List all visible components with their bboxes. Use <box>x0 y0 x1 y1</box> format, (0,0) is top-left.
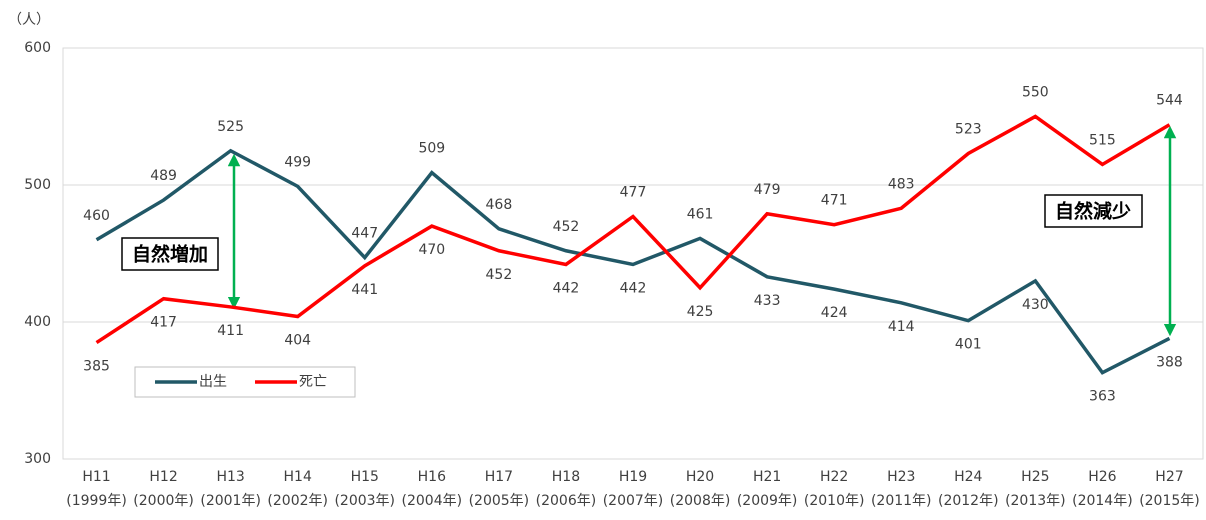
data-label: 430 <box>1022 297 1049 313</box>
data-label: 441 <box>351 282 378 298</box>
data-label: 550 <box>1022 85 1049 101</box>
y-tick-label: 300 <box>24 451 51 467</box>
x-tick-label: (2001年) <box>200 493 261 509</box>
x-tick-label: (1999年) <box>66 493 127 509</box>
annotation: 自然減少 <box>1055 200 1131 223</box>
x-tick-label: (2012年) <box>938 493 999 509</box>
data-label: 509 <box>418 141 445 157</box>
x-tick-label: (2015年) <box>1139 493 1200 509</box>
data-label: 470 <box>418 242 445 258</box>
data-label: 499 <box>284 154 311 170</box>
data-label: 401 <box>955 337 982 353</box>
x-tick-label: H25 <box>1021 469 1049 485</box>
x-tick-label: H26 <box>1088 469 1116 485</box>
data-label: 447 <box>351 226 378 242</box>
y-tick-label: 600 <box>24 40 51 56</box>
x-tick-label: (2010年) <box>804 493 865 509</box>
data-label: 468 <box>486 197 513 213</box>
data-label: 471 <box>821 193 848 209</box>
x-tick-label: H23 <box>887 469 915 485</box>
x-tick-label: H20 <box>686 469 714 485</box>
data-label: 525 <box>217 119 244 135</box>
x-tick-label: H24 <box>954 469 982 485</box>
data-label: 523 <box>955 121 982 137</box>
data-label: 433 <box>754 293 781 309</box>
x-tick-label: H22 <box>820 469 848 485</box>
x-tick-label: (2005年) <box>469 493 530 509</box>
x-tick-label: H14 <box>284 469 312 485</box>
data-label: 388 <box>1156 354 1183 370</box>
annotation-box <box>1044 194 1143 228</box>
x-tick-label: H15 <box>351 469 379 485</box>
x-tick-label: H11 <box>82 469 110 485</box>
x-tick-label: (2013年) <box>1005 493 1066 509</box>
data-label: 452 <box>486 267 513 283</box>
x-tick-label: (2006年) <box>536 493 597 509</box>
x-tick-label: H17 <box>485 469 513 485</box>
x-tick-label: H18 <box>552 469 580 485</box>
data-label: 461 <box>687 206 714 222</box>
data-label: 477 <box>620 185 647 201</box>
x-tick-label: (2000年) <box>133 493 194 509</box>
legend-label: 死亡 <box>299 374 327 390</box>
y-unit: （人） <box>8 12 50 28</box>
x-tick-label: H12 <box>149 469 177 485</box>
data-label: 385 <box>83 359 110 375</box>
data-label: 442 <box>553 280 580 296</box>
data-label: 460 <box>83 208 110 224</box>
annotation-box <box>121 237 219 271</box>
x-tick-label: H16 <box>418 469 446 485</box>
data-label: 489 <box>150 168 177 184</box>
data-label: 515 <box>1089 132 1116 148</box>
data-label: 479 <box>754 182 781 198</box>
y-tick-label: 500 <box>24 177 51 193</box>
x-tick-label: H13 <box>216 469 244 485</box>
x-tick-label: (2004年) <box>402 493 463 509</box>
data-label: 452 <box>553 219 580 235</box>
data-label: 404 <box>284 333 311 349</box>
x-tick-label: H19 <box>619 469 647 485</box>
data-label: 425 <box>687 304 714 320</box>
annotation: 自然増加 <box>132 243 208 266</box>
x-tick-label: (2002年) <box>267 493 328 509</box>
data-label: 544 <box>1156 93 1183 109</box>
data-label: 411 <box>217 323 244 339</box>
x-tick-label: (2011年) <box>871 493 932 509</box>
data-label: 483 <box>888 176 915 192</box>
data-label: 363 <box>1089 389 1116 405</box>
series-line <box>95 114 1171 345</box>
x-tick-label: H21 <box>753 469 781 485</box>
y-tick-label: 400 <box>24 314 51 330</box>
data-label: 442 <box>620 280 647 296</box>
series-line <box>95 148 1171 375</box>
x-tick-label: (2003年) <box>334 493 395 509</box>
x-tick-label: (2008年) <box>670 493 731 509</box>
data-label: 424 <box>821 305 848 321</box>
x-tick-label: (2007年) <box>603 493 664 509</box>
data-label: 417 <box>150 315 177 331</box>
x-tick-label: (2014年) <box>1072 493 1133 509</box>
x-tick-label: H27 <box>1155 469 1183 485</box>
legend-label: 出生 <box>199 374 227 390</box>
data-label: 414 <box>888 319 915 335</box>
x-tick-label: (2009年) <box>737 493 798 509</box>
